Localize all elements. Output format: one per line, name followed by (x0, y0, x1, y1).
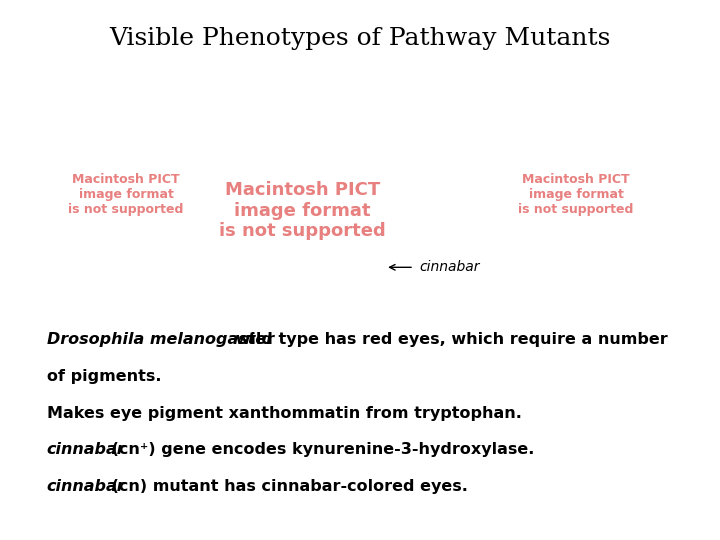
Text: Visible Phenotypes of Pathway Mutants: Visible Phenotypes of Pathway Mutants (109, 27, 611, 50)
Text: Macintosh PICT
image format
is not supported: Macintosh PICT image format is not suppo… (518, 173, 634, 216)
Text: Macintosh PICT
image format
is not supported: Macintosh PICT image format is not suppo… (219, 181, 386, 240)
Text: Macintosh PICT
image format
is not supported: Macintosh PICT image format is not suppo… (68, 173, 184, 216)
Text: Drosophila melanogaster: Drosophila melanogaster (47, 332, 274, 347)
Text: cinnabar: cinnabar (420, 260, 480, 274)
Text: Makes eye pigment xanthommatin from tryptophan.: Makes eye pigment xanthommatin from tryp… (47, 406, 522, 421)
Text: (cn) mutant has cinnabar-colored eyes.: (cn) mutant has cinnabar-colored eyes. (106, 479, 468, 494)
Text: cinnabar: cinnabar (47, 479, 125, 494)
Text: (cn⁺) gene encodes kynurenine-3-hydroxylase.: (cn⁺) gene encodes kynurenine-3-hydroxyl… (106, 442, 534, 457)
Text: wild type has red eyes, which require a number: wild type has red eyes, which require a … (230, 332, 668, 347)
Text: of pigments.: of pigments. (47, 369, 161, 384)
Text: cinnabar: cinnabar (47, 442, 125, 457)
